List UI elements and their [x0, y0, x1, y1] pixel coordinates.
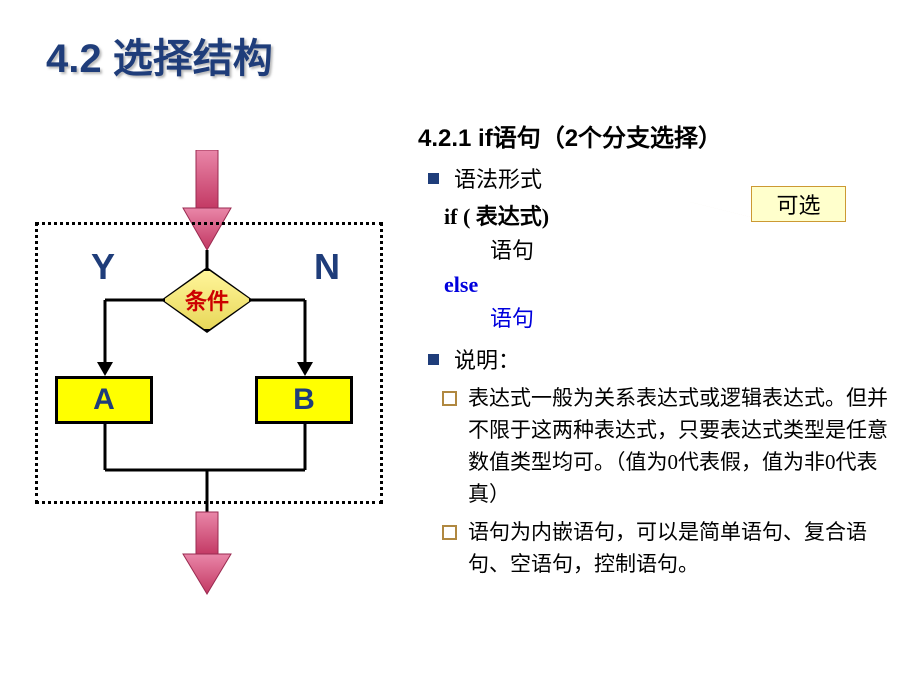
syntax-stmt2: 语句	[444, 302, 888, 336]
syntax-stmt1: 语句	[444, 234, 888, 268]
bullet-explain: 说明：	[428, 344, 888, 377]
condition-diamond: 条件	[163, 269, 251, 331]
process-box-b: B	[255, 376, 353, 424]
content-column: 4.2.1 if语句（2个分支选择） 语法形式 if ( 表达式) 语句 els…	[418, 118, 888, 587]
condition-label: 条件	[163, 284, 251, 316]
slide-title: 4.2 选择结构	[46, 26, 273, 84]
explain-item-2: 语句为内嵌语句，可以是简单语句、复合语句、空语句，控制语句。	[442, 517, 888, 581]
sub-heading: 4.2.1 if语句（2个分支选择）	[418, 118, 888, 153]
branch-y-label: Y	[91, 246, 115, 288]
flowchart: Y N 条件 A B	[35, 150, 405, 600]
explain-item-1: 表达式一般为关系表达式或逻辑表达式。但并不限于这两种表达式，只要表达式类型是任意…	[442, 383, 888, 511]
branch-n-label: N	[314, 246, 340, 288]
syntax-else: else	[444, 268, 888, 302]
process-box-a: A	[55, 376, 153, 424]
optional-callout: 可选	[751, 186, 846, 222]
